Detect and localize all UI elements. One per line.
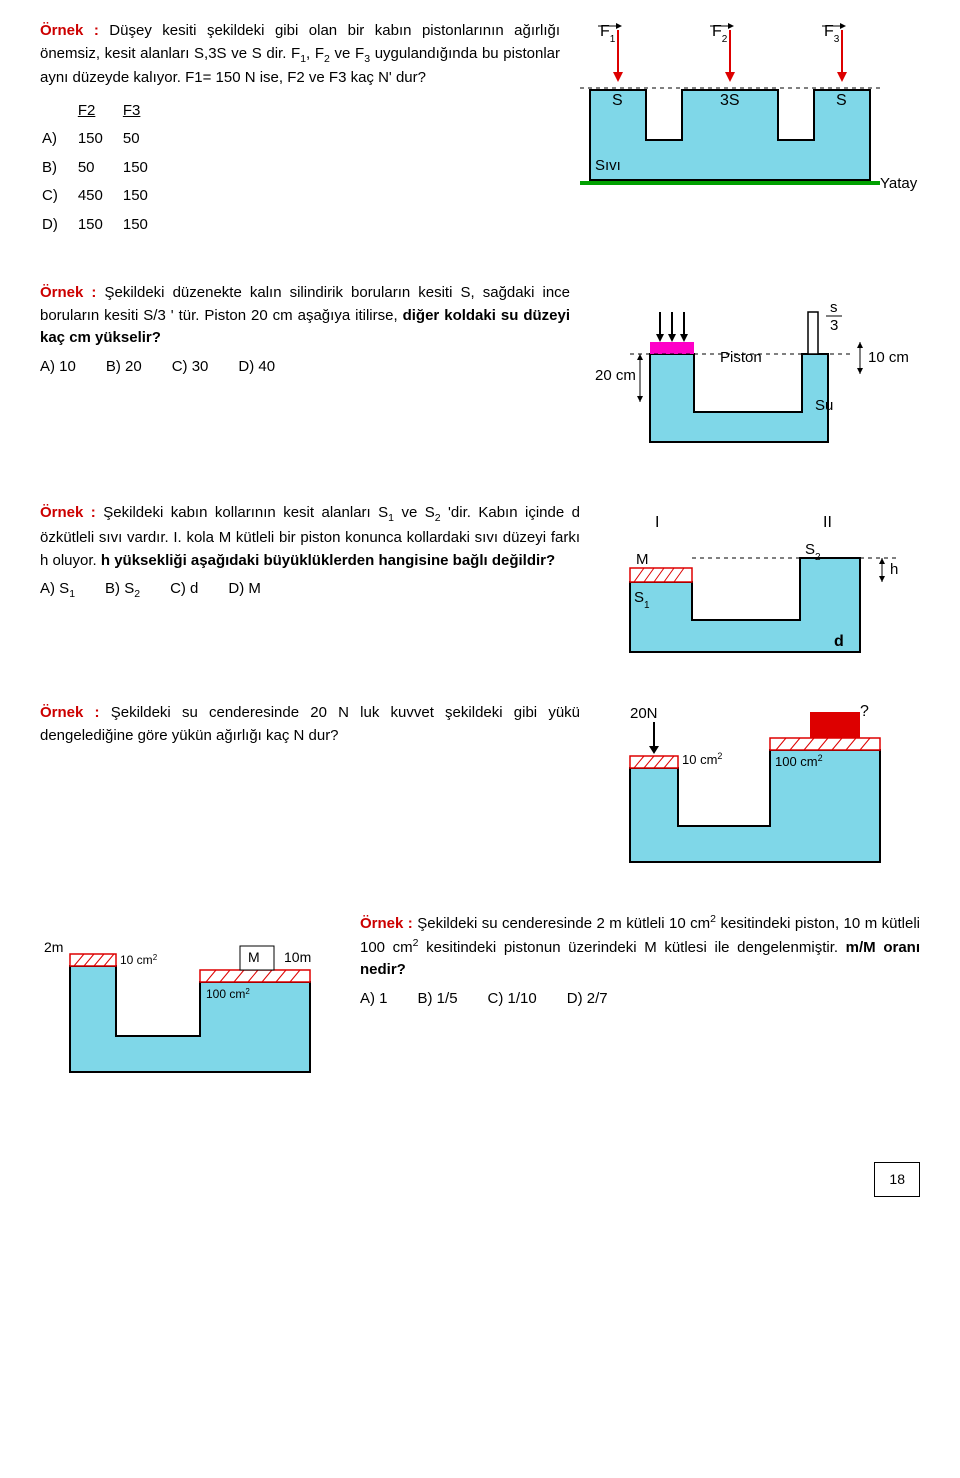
svg-text:20N: 20N bbox=[630, 705, 658, 722]
svg-text:Yatay: Yatay bbox=[880, 175, 918, 192]
q2-prompt: Örnek : Şekildeki düzenekte kalın silind… bbox=[40, 282, 570, 350]
svg-text:20 cm: 20 cm bbox=[595, 367, 636, 384]
q5-text: Örnek : Şekildeki su cenderesinde 2 m kü… bbox=[360, 912, 920, 1092]
question-3: Örnek : Şekildeki kabın kollarının kesit… bbox=[40, 502, 920, 672]
svg-text:10m: 10m bbox=[284, 949, 311, 965]
svg-text:?: ? bbox=[860, 703, 869, 720]
q1-text: Örnek : Düşey kesiti şekildeki gibi olan… bbox=[40, 20, 560, 252]
question-5: M 2m 10m 10 cm2 100 cm2 Örnek : Şekildek… bbox=[40, 912, 920, 1092]
svg-text:M: M bbox=[636, 551, 649, 568]
q2-answers: A) 10 B) 20 C) 30 D) 40 bbox=[40, 356, 570, 379]
svg-text:10 cm: 10 cm bbox=[868, 349, 909, 366]
svg-text:s: s bbox=[830, 299, 838, 316]
question-1: Örnek : Düşey kesiti şekildeki gibi olan… bbox=[40, 20, 920, 252]
page-number: 18 bbox=[874, 1162, 920, 1197]
svg-text:100 cm2: 100 cm2 bbox=[206, 987, 250, 1002]
svg-text:10 cm2: 10 cm2 bbox=[682, 751, 722, 767]
q2-figure: s 3 Piston 20 cm 10 cm Su bbox=[590, 282, 920, 472]
q5-figure: M 2m 10m 10 cm2 100 cm2 bbox=[40, 912, 340, 1092]
svg-text:3S: 3S bbox=[720, 92, 740, 109]
svg-text:2m: 2m bbox=[44, 939, 63, 955]
q1-figure: S 3S S F1 F2 F3 Sıvı Yatay bbox=[580, 20, 920, 252]
q3-answers: A) S1 B) S2 C) d D) M bbox=[40, 578, 580, 603]
svg-text:S: S bbox=[612, 92, 623, 109]
q1-prompt: Örnek : Düşey kesiti şekildeki gibi olan… bbox=[40, 20, 560, 90]
svg-text:3: 3 bbox=[830, 317, 838, 334]
question-4: Örnek : Şekildeki su cenderesinde 20 N l… bbox=[40, 702, 920, 882]
svg-text:II: II bbox=[823, 514, 832, 531]
q3-prompt: Örnek : Şekildeki kabın kollarının kesit… bbox=[40, 502, 580, 572]
q2-text: Örnek : Şekildeki düzenekte kalın silind… bbox=[40, 282, 570, 472]
question-2: Örnek : Şekildeki düzenekte kalın silind… bbox=[40, 282, 920, 472]
svg-text:h: h bbox=[890, 561, 898, 578]
svg-text:Su: Su bbox=[815, 397, 833, 414]
q5-answers: A) 1 B) 1/5 C) 1/10 D) 2/7 bbox=[360, 988, 920, 1011]
svg-text:Piston: Piston bbox=[720, 349, 762, 366]
label-sivi: Sıvı bbox=[595, 157, 621, 174]
q1-answers-table: F2F3 A)15050 B)50150 C)450150 D)150150 bbox=[40, 96, 168, 241]
svg-text:d: d bbox=[834, 633, 844, 650]
svg-text:M: M bbox=[248, 949, 260, 965]
svg-text:100 cm2: 100 cm2 bbox=[775, 753, 823, 769]
q4-text: Örnek : Şekildeki su cenderesinde 20 N l… bbox=[40, 702, 580, 882]
svg-text:I: I bbox=[655, 514, 659, 531]
svg-text:10 cm2: 10 cm2 bbox=[120, 953, 158, 968]
q4-prompt: Örnek : Şekildeki su cenderesinde 20 N l… bbox=[40, 702, 580, 747]
svg-text:S: S bbox=[836, 92, 847, 109]
q1-label: Örnek : bbox=[40, 22, 99, 39]
q5-prompt: Örnek : Şekildeki su cenderesinde 2 m kü… bbox=[360, 912, 920, 982]
q4-figure: 20N ? 10 cm2 100 cm2 bbox=[600, 702, 920, 882]
q3-figure: I II M S1 S2 h d bbox=[600, 502, 920, 672]
q3-text: Örnek : Şekildeki kabın kollarının kesit… bbox=[40, 502, 580, 672]
